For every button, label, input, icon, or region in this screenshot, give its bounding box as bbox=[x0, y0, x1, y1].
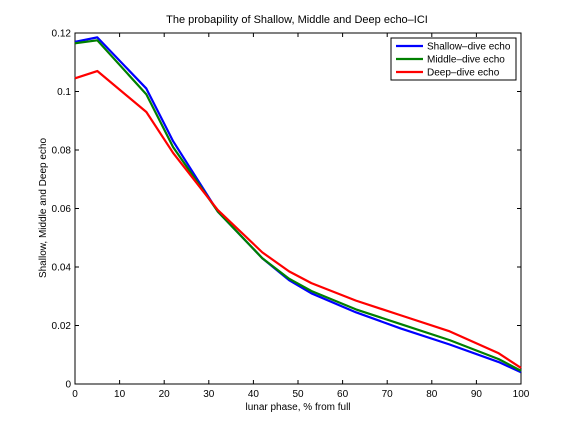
legend-label-1: Middle–dive echo bbox=[427, 55, 505, 66]
series-line-2 bbox=[74, 69, 522, 369]
legend-label-0: Shallow–dive echo bbox=[427, 42, 511, 53]
x-tick-label: 20 bbox=[159, 389, 171, 400]
x-tick-labels: 0 10 20 30 40 50 60 70 80 90 100 bbox=[72, 389, 530, 400]
x-tick-label: 70 bbox=[382, 389, 394, 400]
x-axis-title: lunar phase, % from full bbox=[245, 402, 350, 413]
legend: Shallow–dive echo Middle–dive echo Deep–di… bbox=[390, 37, 517, 81]
y-tick-label: 0.04 bbox=[52, 263, 72, 274]
legend-entries: Shallow–dive echo Middle–dive echo Deep–di… bbox=[396, 42, 511, 79]
y-tick-label: 0.12 bbox=[52, 29, 72, 40]
y-tick-label: 0.1 bbox=[57, 87, 71, 98]
y-tick-labels: 0 0.02 0.04 0.06 0.08 0.1 0.12 bbox=[52, 29, 72, 391]
x-tick-label: 100 bbox=[513, 389, 530, 400]
y-tick-label: 0.06 bbox=[52, 204, 72, 215]
x-tick-label: 50 bbox=[292, 389, 304, 400]
x-tick-label: 40 bbox=[248, 389, 260, 400]
y-axis-title: Shallow, Middle and Deep echo bbox=[38, 138, 49, 279]
y-tick-label: 0.08 bbox=[52, 146, 72, 157]
x-tick-label: 30 bbox=[203, 389, 215, 400]
legend-label-2: Deep–dive echo bbox=[427, 68, 500, 79]
plot-area bbox=[74, 32, 522, 385]
x-tick-label: 10 bbox=[114, 389, 126, 400]
y-tick-label: 0 bbox=[65, 380, 71, 391]
x-tick-label: 60 bbox=[337, 389, 349, 400]
series-lines bbox=[74, 36, 522, 374]
x-tick-label: 0 bbox=[72, 389, 78, 400]
series-line-1 bbox=[74, 39, 522, 372]
y-tick-label: 0.02 bbox=[52, 321, 72, 332]
axis-ticks bbox=[74, 32, 522, 385]
series-line-0 bbox=[74, 36, 522, 374]
x-tick-label: 90 bbox=[471, 389, 483, 400]
chart-title: The probapility of Shallow, Middle and D… bbox=[166, 14, 428, 26]
x-tick-label: 80 bbox=[426, 389, 438, 400]
